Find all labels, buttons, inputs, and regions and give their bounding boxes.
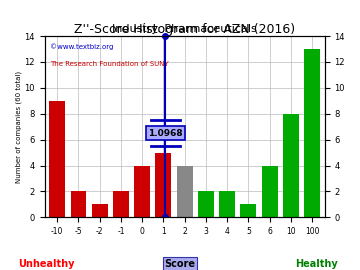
Text: Healthy: Healthy — [296, 259, 338, 269]
Bar — [156, 153, 171, 217]
Bar — [283, 114, 299, 217]
Bar — [71, 191, 86, 217]
Bar — [49, 101, 65, 217]
Bar — [134, 166, 150, 217]
Bar — [304, 49, 320, 217]
Text: 1.0968: 1.0968 — [148, 129, 183, 138]
Bar — [92, 204, 108, 217]
Title: Z''-Score Histogram for AZN (2016): Z''-Score Histogram for AZN (2016) — [74, 23, 295, 36]
Text: Score: Score — [165, 259, 195, 269]
Bar — [198, 191, 214, 217]
Bar — [177, 166, 193, 217]
Text: ©www.textbiz.org: ©www.textbiz.org — [50, 43, 113, 50]
Text: The Research Foundation of SUNY: The Research Foundation of SUNY — [50, 62, 169, 68]
Y-axis label: Number of companies (60 total): Number of companies (60 total) — [15, 71, 22, 183]
Bar — [113, 191, 129, 217]
Text: Industry: Pharmaceuticals: Industry: Pharmaceuticals — [112, 24, 257, 34]
Text: Unhealthy: Unhealthy — [19, 259, 75, 269]
Bar — [219, 191, 235, 217]
Bar — [240, 204, 256, 217]
Bar — [262, 166, 278, 217]
